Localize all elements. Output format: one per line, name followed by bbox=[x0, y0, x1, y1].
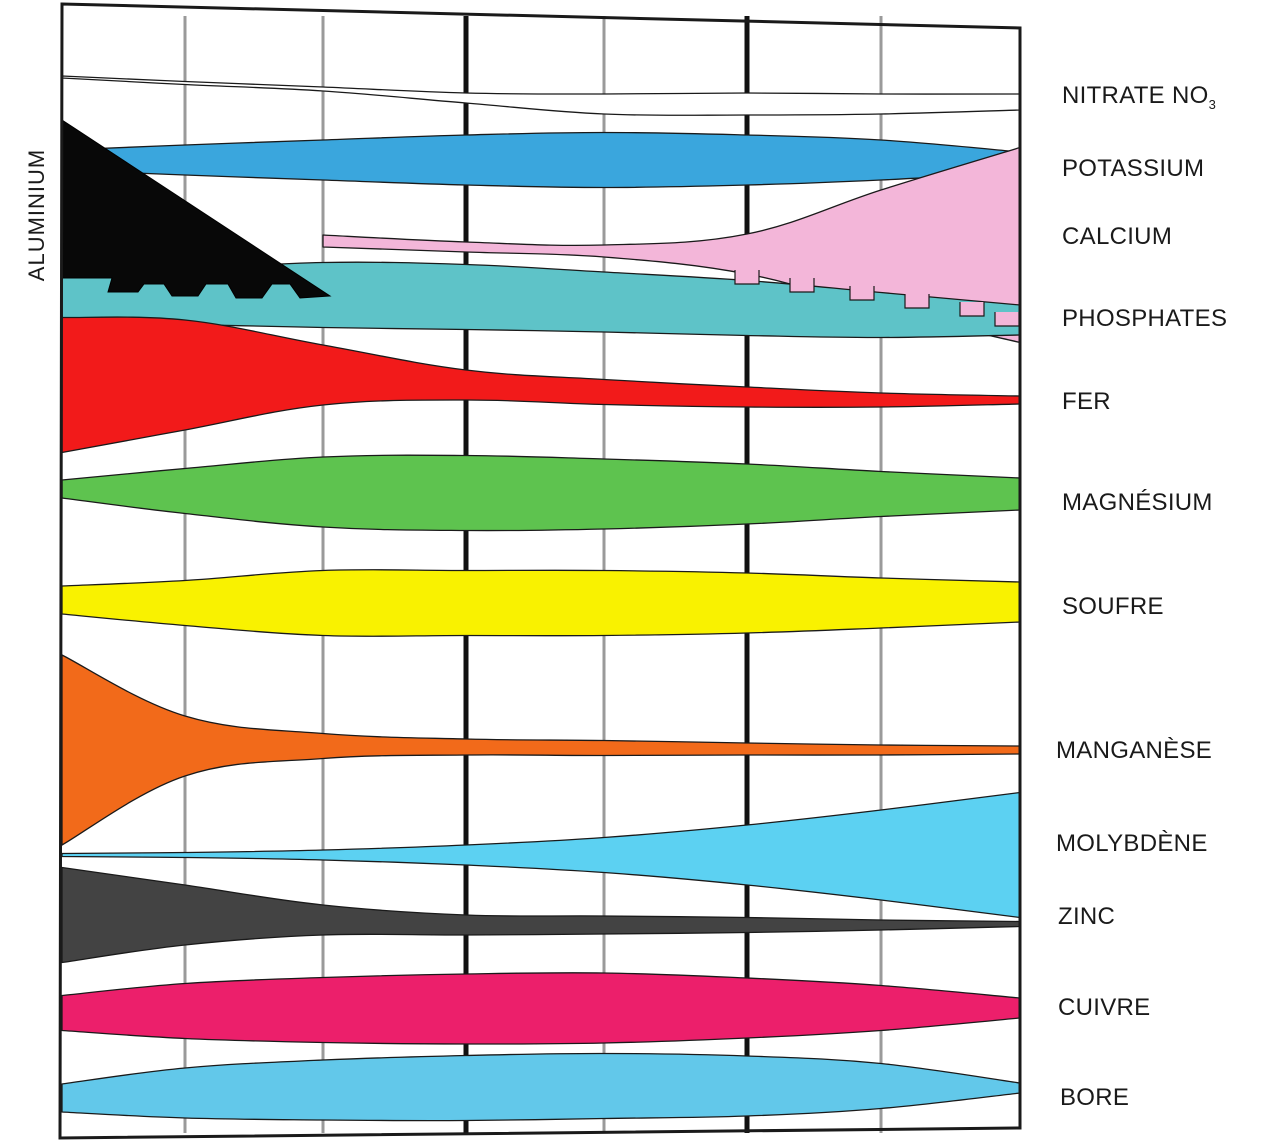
label-fer: FER bbox=[1062, 388, 1111, 415]
band-cuivre bbox=[61, 972, 1020, 1045]
band-molybdene bbox=[61, 791, 1020, 919]
calcium-notch bbox=[849, 286, 875, 301]
label-cuivre: CUIVRE bbox=[1058, 994, 1150, 1021]
label-zinc: ZINC bbox=[1058, 903, 1115, 930]
label-text: CALCIUM bbox=[1062, 223, 1172, 250]
calcium-notch bbox=[904, 294, 930, 309]
band-zinc bbox=[61, 866, 1020, 964]
label-molybdene: MOLYBDÈNE bbox=[1056, 830, 1208, 857]
label-text: POTASSIUM bbox=[1062, 155, 1204, 182]
aluminium-label: ALUMINIUM bbox=[24, 149, 49, 281]
calcium-notch bbox=[734, 270, 760, 285]
label-text: ZINC bbox=[1058, 903, 1115, 930]
nutrient-bands bbox=[61, 75, 1020, 1122]
band-bore bbox=[61, 1052, 1020, 1122]
label-manganese: MANGANÈSE bbox=[1056, 737, 1212, 764]
label-text: SOUFRE bbox=[1062, 593, 1164, 620]
label-text: NITRATE NO bbox=[1062, 82, 1209, 109]
band-labels: NITRATE NO3 POTASSIUM CALCIUM PHOSPHATES FER… bbox=[1056, 82, 1227, 1111]
label-calcium: CALCIUM bbox=[1062, 223, 1172, 250]
label-magnesium: MAGNÉSIUM bbox=[1062, 489, 1213, 516]
label-text: MOLYBDÈNE bbox=[1056, 830, 1208, 857]
band-potassium bbox=[61, 131, 1020, 189]
label-text: MAGNÉSIUM bbox=[1062, 489, 1213, 516]
label-soufre: SOUFRE bbox=[1062, 593, 1164, 620]
label-text: BORE bbox=[1060, 1084, 1129, 1111]
label-potassium: POTASSIUM bbox=[1062, 155, 1204, 182]
band-fer bbox=[61, 316, 1020, 454]
band-manganese bbox=[61, 654, 1020, 846]
band-soufre bbox=[61, 569, 1020, 637]
band-aluminium bbox=[61, 119, 332, 299]
calcium-notch bbox=[789, 278, 815, 293]
label-text: MANGANÈSE bbox=[1056, 737, 1212, 764]
plot-frame bbox=[58, 2, 1022, 1140]
label-text: CUIVRE bbox=[1058, 994, 1150, 1021]
label-nitrate-no: NITRATE NO3 bbox=[1062, 82, 1216, 112]
label-subscript: 3 bbox=[1209, 97, 1217, 112]
label-phosphates: PHOSPHATES bbox=[1062, 305, 1227, 332]
label-text: FER bbox=[1062, 388, 1111, 415]
calcium-notch bbox=[994, 312, 1020, 327]
band-nitrate-no bbox=[61, 75, 1020, 116]
calcium-notch bbox=[959, 302, 985, 317]
band-magnesium bbox=[61, 454, 1020, 532]
label-bore: BORE bbox=[1060, 1084, 1129, 1111]
label-text: PHOSPHATES bbox=[1062, 305, 1227, 332]
